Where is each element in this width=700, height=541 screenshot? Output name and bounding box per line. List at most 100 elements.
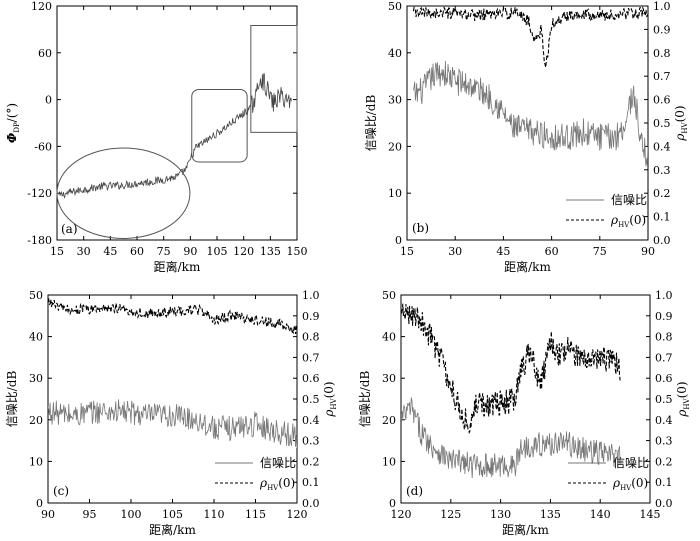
- y-axis-label: 信噪比/dB: [358, 371, 372, 428]
- y2-tick-label: 1.0: [653, 0, 671, 13]
- series-line-rho-hv: [401, 303, 621, 434]
- y2-tick-label: 0.8: [653, 47, 671, 60]
- legend-label-snr: 信噪比: [260, 456, 296, 470]
- y-axis-label: 信噪比/dB: [364, 95, 378, 152]
- x-tick-label: 60: [545, 245, 559, 258]
- y2-tick-label: 0.4: [302, 414, 320, 427]
- y2-tick-label: 0.5: [653, 117, 671, 130]
- x-tick-label: 110: [204, 508, 225, 521]
- y-tick-label: 50: [382, 289, 396, 302]
- y2-tick-label: 0.6: [302, 372, 320, 385]
- y-tick-label: 10: [29, 455, 43, 468]
- y-tick-label: 0: [45, 94, 52, 107]
- x-tick-label: 60: [130, 245, 144, 258]
- x-tick-label: 90: [641, 245, 655, 258]
- x-tick-label: 125: [440, 508, 461, 521]
- x-tick-label: 95: [83, 508, 97, 521]
- y2-tick-label: 0.9: [655, 310, 673, 323]
- y2-axis-label: ρHV(0): [673, 105, 689, 141]
- panel-label: (a): [61, 222, 78, 236]
- x-tick-label: 30: [448, 245, 462, 258]
- y-tick-label: 10: [382, 455, 396, 468]
- y2-tick-label: 0.1: [655, 476, 673, 489]
- x-tick-label: 90: [41, 508, 55, 521]
- y-axis-label: 信噪比/dB: [5, 371, 19, 428]
- x-tick-label: 130: [490, 508, 511, 521]
- x-tick-label: 105: [162, 508, 183, 521]
- legend-label-snr: 信噪比: [613, 456, 649, 470]
- y-tick-label: 50: [388, 0, 402, 13]
- panel-label: (d): [406, 484, 423, 498]
- y2-tick-label: 0.7: [655, 351, 673, 364]
- x-tick-label: 15: [400, 245, 414, 258]
- y-tick-label: 50: [29, 289, 43, 302]
- y-tick-label: 30: [29, 372, 43, 385]
- plot-frame: [400, 294, 651, 504]
- legend: 信噪比 ρHV(0): [215, 456, 296, 492]
- y2-tick-label: 0.0: [653, 234, 671, 247]
- x-axis-label: 距离/km: [154, 259, 201, 274]
- legend-label-rho-hv: ρHV(0): [610, 213, 646, 229]
- x-tick-label: 145: [640, 508, 661, 521]
- y-tick-label: 120: [31, 0, 52, 13]
- x-tick-label: 30: [77, 245, 91, 258]
- y-tick-label: 0: [389, 497, 396, 510]
- y2-tick-label: 0.8: [302, 331, 320, 344]
- legend-label-snr: 信噪比: [611, 193, 647, 207]
- y-tick-label: -60: [34, 140, 52, 153]
- y-tick-label: 30: [382, 372, 396, 385]
- chart-panel-c: 90 95 100 105 110 115 120504030201001.00.90.80…: [5, 289, 338, 537]
- y2-axis-label: ρHV(0): [675, 381, 691, 417]
- y2-tick-label: 0.6: [653, 94, 671, 107]
- series-line-rho-hv: [48, 298, 297, 334]
- y-tick-label: 30: [388, 94, 402, 107]
- y2-tick-label: 0.4: [653, 140, 671, 153]
- y2-tick-label: 0.0: [655, 497, 673, 510]
- y2-tick-label: 0.2: [653, 187, 671, 200]
- y2-tick-label: 0.7: [653, 70, 671, 83]
- x-tick-label: 120: [287, 508, 308, 521]
- data-layer: [58, 73, 292, 199]
- chart-panel-a: 15 30 45 60 75 90 105 120 135 150 120 60 0 -60 -120 -18…: [5, 0, 308, 274]
- legend: 信噪比 ρHV(0): [568, 456, 649, 492]
- y-tick-label: 0: [395, 234, 402, 247]
- y2-tick-label: 0.9: [302, 310, 320, 323]
- series-line-snr: [413, 60, 648, 167]
- x-tick-label: 100: [121, 508, 142, 521]
- annotation-rect: [250, 25, 298, 133]
- x-tick-label: 120: [233, 245, 254, 258]
- x-tick-label: 75: [593, 245, 607, 258]
- legend-label-rho-hv: ρHV(0): [259, 476, 295, 492]
- y2-axis-label: ρHV(0): [322, 381, 338, 417]
- y2-tick-label: 0.3: [653, 164, 671, 177]
- x-tick-label: 45: [103, 245, 117, 258]
- x-tick-label: 115: [245, 508, 266, 521]
- chart-panel-d: 120 125 130 135 140 145 50 40 30 20 10 0 1.0 0.9 0.8 0.…: [358, 289, 691, 537]
- data-layer: [48, 298, 297, 449]
- y-tick-label: 20: [382, 414, 396, 427]
- y2-tick-label: 0.9: [653, 23, 671, 36]
- y2-tick-label: 0.4: [655, 414, 673, 427]
- y-tick-label: -180: [27, 234, 52, 247]
- y-tick-label: 0: [36, 497, 43, 510]
- x-tick-label: 140: [590, 508, 611, 521]
- legend-label-rho-hv: ρHV(0): [612, 476, 648, 492]
- y2-tick-label: 0.3: [655, 435, 673, 448]
- x-tick-label: 75: [157, 245, 171, 258]
- x-tick-label: 45: [496, 245, 510, 258]
- plot-frame: [56, 5, 298, 241]
- y2-tick-label: 0.1: [302, 476, 320, 489]
- x-tick-label: 90: [183, 245, 197, 258]
- y-tick-label: 40: [29, 331, 43, 344]
- plot-frame: [47, 294, 298, 504]
- x-tick-label: 135: [260, 245, 281, 258]
- y2-tick-label: 0.2: [655, 455, 673, 468]
- x-tick-label: 135: [540, 508, 561, 521]
- annotation-rounded-rect: [191, 88, 248, 163]
- x-tick-label: 150: [287, 245, 308, 258]
- y-tick-label: 10: [388, 187, 402, 200]
- series-line-snr: [48, 399, 297, 449]
- y-tick-label: -120: [27, 187, 52, 200]
- y2-tick-label: 0.2: [302, 455, 320, 468]
- y2-tick-label: 0.7: [302, 351, 320, 364]
